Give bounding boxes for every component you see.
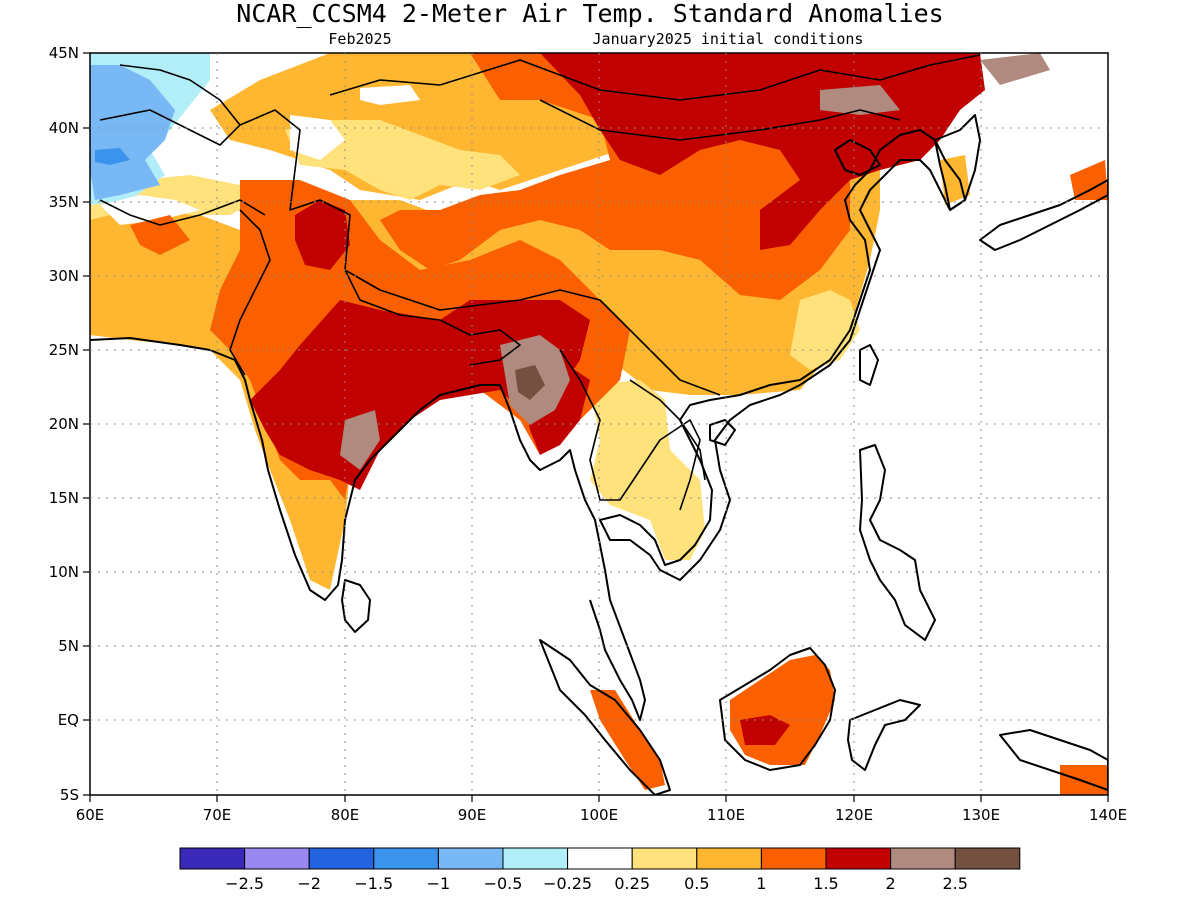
- lat-label: 35N: [49, 193, 79, 211]
- colorbar-label: −0.25: [543, 874, 592, 893]
- coastline-korea: [934, 114, 981, 211]
- anomaly-region-orange-red-pakistan: [130, 215, 190, 255]
- coastline-borneo: [719, 647, 836, 771]
- anomaly-region-darkbrown-myanmar: [515, 365, 545, 400]
- anomaly-region-borneo-core: [740, 715, 790, 745]
- colorbar-swatch: [567, 847, 633, 870]
- colorbar-swatch: [179, 847, 246, 870]
- coastline-indochina: [599, 129, 966, 581]
- anomaly-region-japan: [1070, 160, 1108, 200]
- colorbar-swatch: [437, 847, 504, 870]
- colorbar-label: 0.5: [684, 874, 709, 893]
- coastlines: [90, 54, 1108, 795]
- lat-lon-grid: [90, 53, 1108, 795]
- coastline-sumatra: [539, 639, 671, 795]
- border-himalaya: [344, 269, 521, 366]
- colorbar-label: 2.5: [942, 874, 967, 893]
- colorbar-swatch: [760, 847, 827, 870]
- colorbar-swatch: [244, 847, 310, 870]
- anomaly-field: [90, 53, 1108, 795]
- colorbar-swatch: [825, 847, 892, 870]
- anomaly-region-white-mongolia: [360, 85, 420, 105]
- colorbar-swatch: [502, 847, 569, 870]
- axis-ticks: [83, 52, 1109, 802]
- lon-label: 140E: [1089, 806, 1127, 824]
- lat-label: 40N: [49, 119, 79, 137]
- colorbar-label: 0.25: [614, 874, 650, 893]
- colorbar-label: 2: [886, 874, 896, 893]
- lat-label: 25N: [49, 341, 79, 359]
- anomaly-region-png: [1060, 765, 1108, 795]
- lat-label: 20N: [49, 415, 79, 433]
- anomaly-region-brown-ne: [980, 53, 1050, 85]
- forecast-month: Feb2025: [328, 30, 391, 48]
- colorbar: −2.5 −2 −1.5 −1 −0.5 −0.25 0.25 0.5 1 1.5 2 2.5: [179, 847, 1021, 893]
- coastline-sulawesi: [847, 699, 921, 771]
- lon-labels: 60E 70E 80E 90E 100E 110E 120E 130E 140E: [76, 806, 1127, 824]
- colorbar-label: −1.5: [354, 874, 393, 893]
- colorbar-swatch: [631, 847, 698, 870]
- coastline-bohai: [834, 139, 881, 176]
- anomaly-region-blue: [90, 65, 175, 200]
- initial-conditions: January2025 initial conditions: [593, 30, 864, 48]
- coastline-arabia-iran: [90, 337, 646, 721]
- colorbar-swatch: [373, 847, 439, 870]
- colorbar-label: 1.5: [813, 874, 838, 893]
- coastline-japan: [979, 179, 1108, 251]
- lon-label: 130E: [962, 806, 1000, 824]
- border-laos-vietnam: [629, 379, 706, 481]
- border-china-north: [329, 54, 981, 101]
- colorbar-swatch: [696, 847, 762, 870]
- anomaly-region-yellow-indochina: [590, 380, 705, 560]
- border-central-asia: [99, 64, 241, 146]
- colorbar-label: −0.5: [484, 874, 523, 893]
- lon-label: 60E: [76, 806, 105, 824]
- colorbar-label: −2.5: [225, 874, 264, 893]
- anomaly-region-dark-red-kashmir: [295, 200, 350, 270]
- coastline-new-guinea: [999, 729, 1108, 791]
- lat-label: 30N: [49, 267, 79, 285]
- lon-label: 90E: [458, 806, 487, 824]
- coastline-srilanka: [341, 579, 371, 633]
- lat-label: 10N: [49, 563, 79, 581]
- colorbar-label: −2: [297, 874, 321, 893]
- colorbar-swatch: [308, 847, 375, 870]
- lon-label: 120E: [835, 806, 873, 824]
- lon-label: 100E: [580, 806, 618, 824]
- anomaly-region-brown-mongolia: [820, 85, 900, 115]
- anomaly-region-borneo: [730, 655, 835, 765]
- colorbar-swatch: [890, 847, 956, 870]
- map-title: NCAR_CCSM4 2-Meter Air Temp. Standard An…: [236, 0, 943, 28]
- lon-label: 110E: [707, 806, 745, 824]
- border-mongolia-china: [539, 99, 901, 141]
- lat-label: 5S: [60, 786, 79, 804]
- coastline-hainan-taiwan: [709, 344, 879, 446]
- anomaly-region-white-tarim: [290, 115, 345, 160]
- lat-labels: 5S EQ 5N 10N 15N 20N 25N 30N 35N 40N 45N: [49, 44, 79, 804]
- lat-label: 5N: [58, 637, 79, 655]
- lon-label: 80E: [331, 806, 360, 824]
- anomaly-region-brown-india: [340, 410, 380, 470]
- anomaly-region-sumatra: [590, 690, 665, 790]
- lat-label: 15N: [49, 489, 79, 507]
- anomaly-region-dark-blue: [95, 148, 130, 165]
- anomaly-region-white-ca: [100, 195, 200, 225]
- lon-label: 70E: [203, 806, 232, 824]
- border-china-west: [239, 109, 721, 396]
- border-india-pakistan: [229, 209, 271, 376]
- colorbar-label: 1: [756, 874, 766, 893]
- colorbar-label: −1: [427, 874, 451, 893]
- coastline-philippines: [859, 444, 936, 641]
- colorbar-swatch: [954, 847, 1021, 870]
- lat-label: 45N: [49, 44, 79, 62]
- lat-label: EQ: [58, 711, 79, 729]
- border-afghanistan: [99, 199, 266, 226]
